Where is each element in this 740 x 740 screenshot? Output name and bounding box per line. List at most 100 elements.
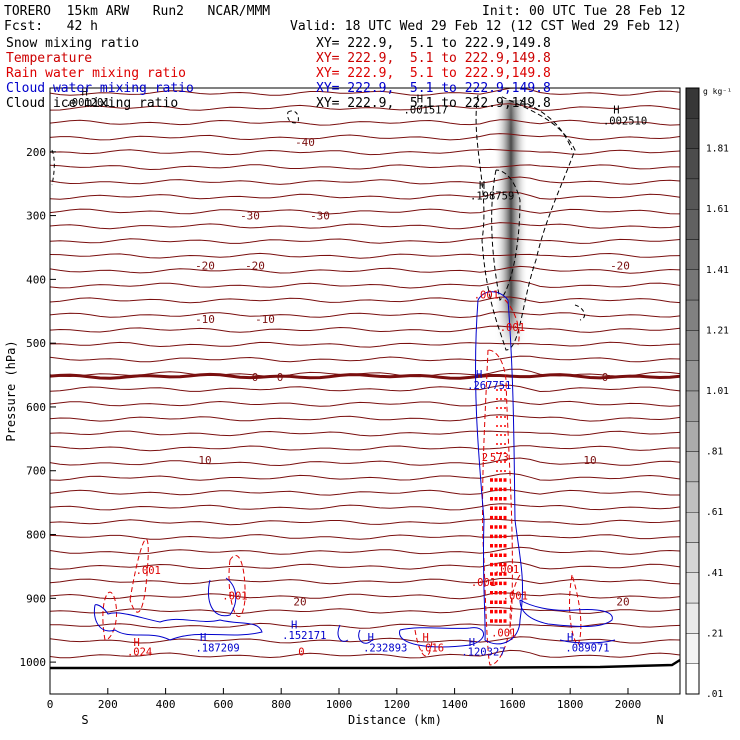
y-tick-label: 300 [26, 210, 46, 223]
rain-contour [509, 574, 521, 641]
temperature-contour-line [50, 88, 680, 96]
rain-contour [228, 555, 246, 617]
colorbar-segment [685, 330, 700, 361]
contour-annotation: H [134, 637, 140, 649]
colorbar-segment [685, 542, 700, 573]
temperature-contour-label: 20 [293, 596, 306, 609]
temperature-contour-line [50, 222, 680, 230]
y-tick-label: 1000 [20, 656, 47, 669]
x-tick-label: 0 [47, 698, 54, 711]
cloud-water-contour [207, 577, 237, 617]
colorbar-segment [685, 663, 700, 695]
field-name: Snow mixing ratio [6, 36, 140, 51]
temperature-contour-label: 0 [252, 371, 259, 384]
temperature-contour-line [50, 649, 680, 659]
contour-annotation: H [423, 632, 429, 644]
field-name: Rain water mixing ratio [6, 66, 187, 81]
colorbar-segment [685, 602, 700, 634]
colorbar-label: .61 [706, 507, 723, 518]
contour-annotation: .198759 [470, 191, 514, 203]
y-tick-label: 800 [26, 529, 46, 542]
contour-annotation: 0 [298, 647, 304, 659]
x-tick-label: 600 [213, 698, 233, 711]
colorbar-segment [685, 87, 700, 119]
cloud-ice-contour [491, 169, 521, 302]
rain-contour [129, 538, 149, 613]
contour-annotation: H [200, 632, 206, 644]
colorbar-label: .21 [706, 628, 723, 639]
contour-annotation: .001 [491, 628, 516, 640]
temperature-contour-line [50, 148, 680, 156]
cloud-water-contour [337, 624, 349, 642]
temperature-contour-label: -20 [610, 259, 630, 272]
contour-annotation: .001517 [404, 105, 448, 117]
colorbar-frame [685, 87, 700, 695]
colorbar-segment [685, 178, 700, 210]
field-name: Temperature [6, 51, 93, 66]
colorbar-label: 1.01 [706, 386, 729, 397]
rain-contour [504, 299, 520, 346]
temperature-contour-line [50, 546, 680, 555]
colorbar-unit: g kg⁻¹ [703, 87, 732, 96]
cloud-water-contour [519, 599, 613, 627]
x-tick-label: 200 [98, 698, 118, 711]
field-xy-range: XY= 222.9, 5.1 to 222.9,149.8 [316, 51, 551, 66]
temperature-contour-line [50, 472, 680, 481]
colorbar-segment [685, 572, 700, 604]
colorbar-label: 1.61 [706, 204, 729, 215]
contour-annotation: .120327 [461, 647, 505, 659]
contour-annotation: H [479, 180, 485, 192]
cloud-ice-contour [574, 304, 586, 321]
temperature-contour-line [50, 489, 680, 496]
temperature-contour-label: -30 [240, 210, 260, 223]
terrain-fill [50, 660, 680, 694]
temperature-contour-line [50, 622, 680, 629]
south-end-label: S [81, 713, 88, 727]
colorbar-label: 1.41 [706, 265, 729, 276]
x-tick-label: 1000 [326, 698, 353, 711]
temperature-contour-line [50, 265, 680, 274]
temperature-contour-label: -40 [295, 136, 315, 149]
model-title: TORERO 15km ARW Run2 NCAR/MMM [4, 4, 271, 19]
colorbar-label: .41 [706, 568, 723, 579]
temperature-contour-line [50, 341, 680, 348]
colorbar-segment [685, 481, 700, 513]
temperature-contour-label: 20 [616, 596, 629, 609]
x-tick-label: 2000 [615, 698, 642, 711]
temperature-contour-line [50, 518, 680, 526]
contour-annotation: .016 [419, 642, 444, 654]
temperature-contour-line [50, 592, 680, 600]
cloud-ice-contour [519, 99, 573, 151]
colorbar-segment [685, 239, 700, 270]
cloud-ice-contours [51, 94, 586, 351]
rain-contour [102, 591, 118, 641]
colorbar-segment [685, 299, 700, 331]
temperature-contour-line [50, 164, 680, 171]
cloud-ice-contour [51, 149, 55, 186]
cloud-water-contour [475, 291, 523, 645]
x-tick-label: 1800 [557, 698, 584, 711]
colorbar-segment [685, 118, 700, 149]
x-axis-label: Distance (km) [348, 713, 442, 727]
contour-annotation: .001 [222, 591, 247, 603]
temperature-contour-line [50, 534, 680, 540]
contour-annotation: H [368, 632, 374, 644]
temperature-contours [50, 88, 680, 659]
colorbar-segment [685, 148, 700, 180]
contour-annotation: .002510 [603, 115, 647, 127]
temperature-contour-line [50, 296, 680, 304]
colorbar-label: .81 [706, 447, 723, 458]
snow-shading [494, 100, 528, 350]
x-tick-label: 1400 [441, 698, 468, 711]
temperature-contour-line [50, 191, 680, 200]
colorbar: g kg⁻¹ 1.81 1.61 1.41 1.21 1.01 .81 .61 .41 .21 .0… [685, 87, 732, 700]
contour-annotation: .001 [474, 290, 499, 302]
contour-annotation: H [613, 105, 619, 117]
contour-annotation: .001 [471, 577, 496, 589]
y-tick-label: 700 [26, 465, 46, 478]
temperature-contour-line [50, 384, 680, 393]
temperature-contour-label: -20 [195, 259, 215, 272]
y-tick-label: 200 [26, 146, 46, 159]
temperature-contour-line [50, 430, 680, 437]
